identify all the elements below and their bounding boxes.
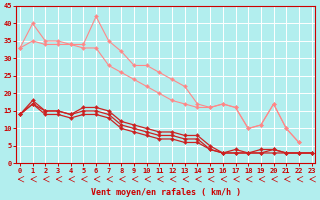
X-axis label: Vent moyen/en rafales ( km/h ): Vent moyen/en rafales ( km/h ): [91, 188, 241, 197]
